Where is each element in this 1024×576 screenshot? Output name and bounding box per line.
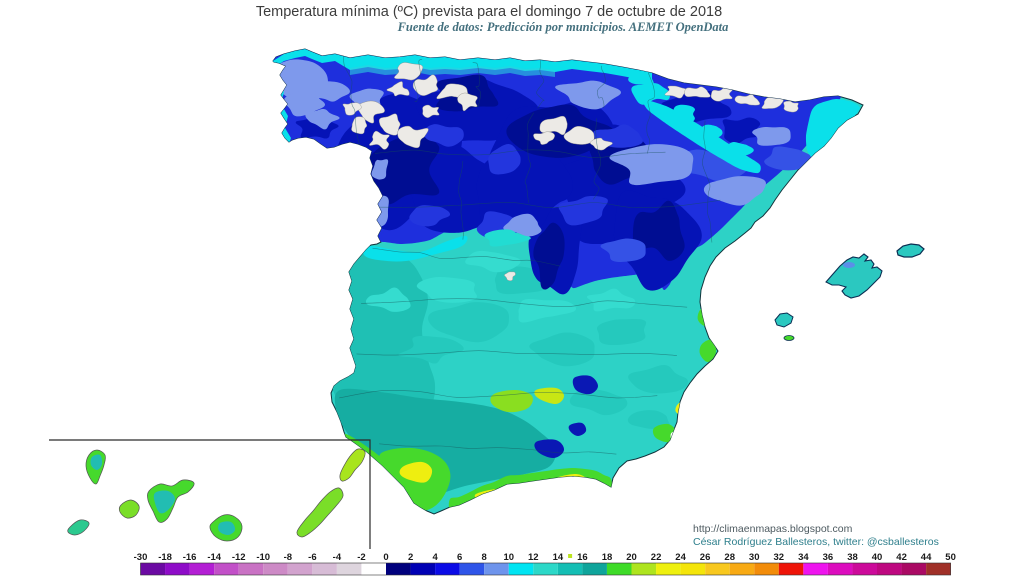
svg-text:26: 26: [700, 552, 711, 563]
svg-text:-16: -16: [183, 552, 197, 563]
svg-text:16: 16: [577, 552, 588, 563]
svg-text:4: 4: [432, 552, 438, 563]
svg-text:28: 28: [724, 552, 735, 563]
svg-text:40: 40: [872, 552, 883, 563]
svg-text:-6: -6: [308, 552, 316, 563]
svg-text:42: 42: [896, 552, 907, 563]
svg-text:36: 36: [823, 552, 834, 563]
svg-text:Fuente de datos: Predicción po: Fuente de datos: Predicción por municipi…: [397, 20, 729, 34]
svg-text:Temperatura mínima (ºC) previs: Temperatura mínima (ºC) prevista para el…: [256, 4, 722, 20]
svg-text:-30: -30: [134, 552, 148, 563]
svg-text:44: 44: [921, 552, 932, 563]
svg-text:22: 22: [651, 552, 662, 563]
svg-text:2: 2: [408, 552, 413, 563]
svg-text:32: 32: [774, 552, 785, 563]
svg-text:34: 34: [798, 552, 809, 563]
svg-text:6: 6: [457, 552, 462, 563]
svg-text:38: 38: [847, 552, 858, 563]
svg-text:10: 10: [504, 552, 515, 563]
svg-text:-18: -18: [158, 552, 172, 563]
svg-text:24: 24: [675, 552, 686, 563]
svg-text:-10: -10: [256, 552, 270, 563]
svg-text:50: 50: [945, 552, 956, 563]
svg-text:0: 0: [383, 552, 388, 563]
svg-text:http://climaenmapas.blogspot.c: http://climaenmapas.blogspot.com: [693, 523, 853, 535]
svg-text:30: 30: [749, 552, 760, 563]
svg-text:-2: -2: [357, 552, 365, 563]
svg-text:12: 12: [528, 552, 539, 563]
svg-text:-12: -12: [232, 552, 246, 563]
svg-text:-4: -4: [333, 552, 342, 563]
svg-text:20: 20: [626, 552, 637, 563]
svg-text:César Rodríguez Ballesteros, t: César Rodríguez Ballesteros, twitter: @c…: [693, 536, 939, 548]
svg-text:-14: -14: [207, 552, 221, 563]
svg-text:18: 18: [602, 552, 613, 563]
svg-text:14: 14: [553, 552, 564, 563]
svg-text:-8: -8: [284, 552, 292, 563]
svg-text:8: 8: [482, 552, 487, 563]
